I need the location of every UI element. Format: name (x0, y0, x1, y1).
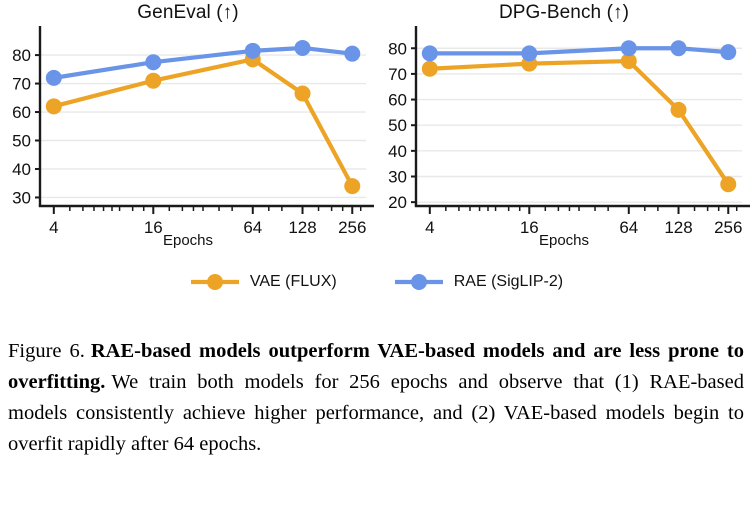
chart-title-dpgbench: DPG-Bench (↑) (498, 2, 630, 23)
svg-text:30: 30 (12, 188, 31, 207)
chart-panel-dpgbench: DPG-Bench (↑) 20 30 40 50 60 70 80 4 16 64 128 256 … (376, 0, 752, 262)
svg-text:16: 16 (144, 218, 163, 237)
chart-panel-geneval: GenEval (↑) 30 40 50 60 70 80 4 16 64 128 256 Epoc… (0, 0, 376, 262)
svg-text:30: 30 (388, 168, 407, 187)
svg-text:50: 50 (12, 132, 31, 151)
legend-entry-vae: VAE (FLUX) (189, 273, 337, 291)
svg-text:16: 16 (520, 218, 539, 237)
svg-text:50: 50 (388, 116, 407, 135)
svg-text:40: 40 (388, 142, 407, 161)
legend-marker-vae-icon (190, 274, 239, 290)
legend-label-vae: VAE (FLUX) (249, 273, 337, 290)
svg-text:80: 80 (12, 46, 31, 65)
figure-caption: Figure 6. RAE-based models outperform VAE… (8, 336, 744, 460)
svg-text:70: 70 (388, 65, 407, 84)
svg-text:80: 80 (388, 39, 407, 58)
legend-entry-rae: RAE (SigLIP-2) (393, 273, 563, 291)
legend-label-rae: RAE (SigLIP-2) (453, 273, 564, 290)
x-axis-label-geneval: Epochs (162, 232, 214, 249)
figure-6: GenEval (↑) 30 40 50 60 70 80 4 16 64 128 256 Epoc… (0, 0, 752, 455)
svg-text:4: 4 (425, 218, 434, 237)
svg-text:256: 256 (338, 218, 366, 237)
caption-bold: RAE-based models outperform VAE-based mo… (8, 340, 744, 393)
caption-rest: We train both models for 256 epochs and … (8, 371, 744, 455)
svg-text:60: 60 (12, 103, 31, 122)
svg-text:256: 256 (714, 218, 742, 237)
x-axis-label-dpgbench: Epochs (538, 232, 590, 249)
svg-text:128: 128 (664, 218, 692, 237)
svg-text:64: 64 (619, 218, 638, 237)
svg-text:4: 4 (49, 218, 58, 237)
chart-title-geneval: GenEval (↑) (137, 2, 239, 23)
svg-text:40: 40 (12, 160, 31, 179)
chart-legend: VAE (FLUX) RAE (SigLIP-2) (0, 262, 752, 302)
svg-text:60: 60 (388, 91, 407, 110)
svg-text:128: 128 (288, 218, 316, 237)
svg-text:70: 70 (12, 75, 31, 94)
chart-panels: GenEval (↑) 30 40 50 60 70 80 4 16 64 128 256 Epoc… (0, 0, 752, 262)
svg-text:64: 64 (243, 218, 262, 237)
caption-prefix: Figure 6. (8, 340, 85, 362)
line-chart-geneval: 30 40 50 60 70 80 4 16 64 128 256 (12, 26, 374, 237)
line-chart-dpgbench: 20 30 40 50 60 70 80 4 16 64 128 256 (388, 26, 750, 237)
svg-text:20: 20 (388, 193, 407, 212)
legend-marker-rae-icon (394, 274, 443, 290)
